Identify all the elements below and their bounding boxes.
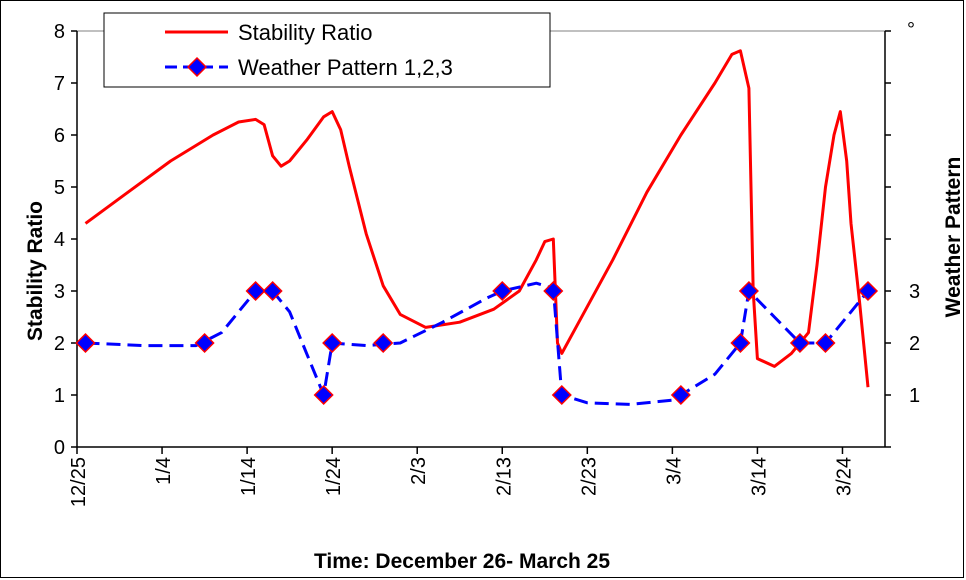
x-tick-label: 1/4 [153, 457, 175, 485]
legend-label-stability-ratio: Stability Ratio [238, 20, 373, 45]
y-tick-label: 8 [54, 21, 65, 43]
weather-pattern-marker [492, 280, 513, 302]
x-tick-label: 2/23 [578, 457, 600, 496]
weather-pattern-marker [75, 332, 96, 354]
weather-pattern-marker [194, 332, 215, 354]
weather-pattern-marker [670, 384, 691, 406]
weather-pattern-marker [738, 280, 759, 302]
legend-label-weather-pattern: Weather Pattern 1,2,3 [238, 55, 453, 80]
y2-top-label: ° [907, 19, 915, 41]
y-tick-label: 5 [54, 177, 65, 199]
series-layer [75, 49, 879, 406]
x-tick-label: 1/14 [238, 457, 260, 496]
y-tick-label: 4 [54, 229, 65, 251]
x-tick-label: 2/13 [493, 457, 515, 496]
y-tick-label: 3 [54, 281, 65, 303]
weather-pattern-marker [815, 332, 836, 354]
x-tick-label: 3/14 [748, 457, 770, 496]
y-tick-label: 6 [54, 125, 65, 147]
weather-pattern-marker [543, 280, 564, 302]
y2-axis-title: Weather Pattern [942, 157, 965, 318]
axes: 0 1 2 3 4 5 6 7 8 1 2 3 ° 12/25 1/4 1/14 1/24 2/3 2/13 2/23… [54, 19, 920, 507]
y-axis-title: Stability Ratio [24, 201, 47, 341]
weather-pattern-marker [245, 280, 266, 302]
weather-pattern-marker [789, 332, 811, 354]
weather-pattern-marker [373, 332, 394, 354]
legend-marker-weather-pattern [186, 56, 208, 78]
series-stability-ratio-line [84, 49, 870, 388]
weather-pattern-marker [857, 280, 879, 302]
y-tick-label: 7 [54, 73, 65, 95]
legend-box [103, 12, 551, 88]
x-tick-label: 12/25 [68, 457, 90, 507]
x-tick-label: 1/24 [323, 457, 345, 496]
x-tick-label: 3/24 [833, 457, 855, 496]
x-axis-title: Time: December 26- March 25 [314, 550, 610, 573]
weather-pattern-marker [322, 332, 343, 354]
weather-pattern-marker [313, 384, 334, 406]
y-tick-label: 2 [54, 333, 65, 355]
y2-tick-label: 3 [909, 281, 920, 303]
weather-pattern-marker [730, 332, 751, 354]
y-tick-label: 0 [54, 437, 65, 459]
x-tick-label: 3/4 [663, 457, 685, 485]
y2-tick-label: 1 [909, 385, 920, 407]
legend: Stability Ratio Weather Pattern 1,2,3 [103, 12, 551, 88]
weather-pattern-marker [551, 384, 572, 406]
y-tick-label: 1 [54, 385, 65, 407]
y2-tick-label: 2 [909, 333, 920, 355]
plot-border [76, 30, 886, 448]
weather-pattern-marker [262, 280, 283, 302]
x-tick-label: 2/3 [408, 457, 430, 485]
